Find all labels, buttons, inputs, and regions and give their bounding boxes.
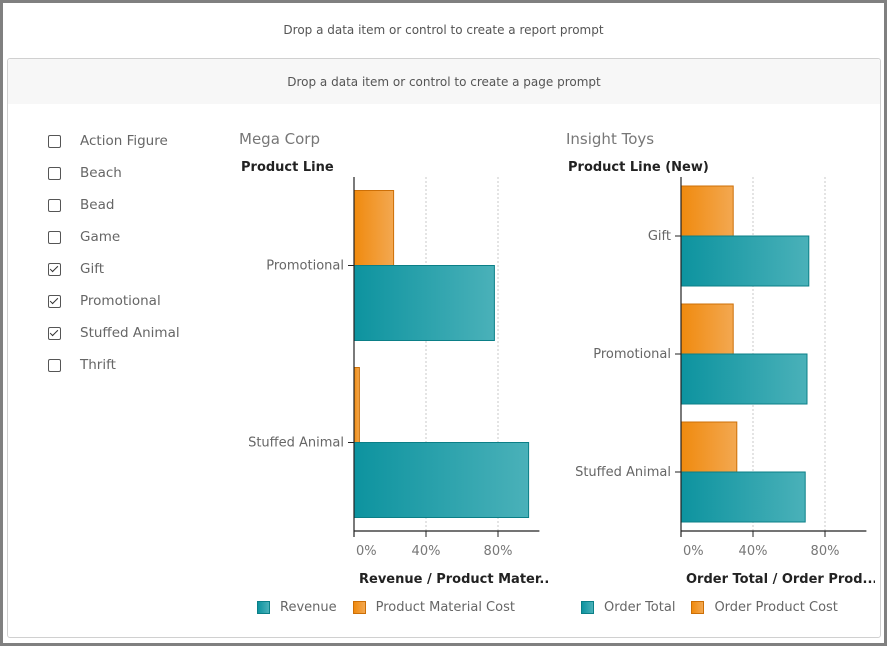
checkbox-label: Action Figure: [80, 133, 168, 149]
orange-swatch-icon: [352, 601, 366, 614]
checkbox-item-gift[interactable]: Gift: [48, 253, 180, 285]
page-card: Drop a data item or control to create a …: [7, 58, 881, 638]
x-tick-label: 80%: [811, 544, 840, 559]
checkbox-label: Stuffed Animal: [80, 325, 180, 341]
checkbox-item-bead[interactable]: Bead: [48, 189, 180, 221]
bar-order-product-cost[interactable]: [680, 421, 738, 473]
legend-mega-corp: Revenue Product Material Cost: [257, 600, 531, 615]
report-canvas: Drop a data item or control to create a …: [3, 3, 884, 643]
bar-product-material-cost[interactable]: [353, 367, 360, 443]
checkbox-label: Thrift: [80, 357, 116, 373]
checkbox-item-promotional[interactable]: Promotional: [48, 285, 180, 317]
page-prompt-dropzone[interactable]: Drop a data item or control to create a …: [8, 59, 880, 104]
checkbox-label: Beach: [80, 165, 122, 181]
checkbox-label: Gift: [80, 261, 105, 277]
report-prompt-text: Drop a data item or control to create a …: [283, 23, 604, 37]
legend-label: Order Total: [604, 600, 676, 615]
checkbox-unchecked[interactable]: [48, 198, 61, 212]
legend-item-order-product-cost[interactable]: Order Product Cost: [691, 600, 838, 615]
checkbox-checked[interactable]: [48, 326, 61, 340]
checkbox-label: Bead: [80, 197, 115, 213]
category-axis-title: Product Line (New): [568, 160, 709, 175]
bar-order-total[interactable]: [680, 471, 806, 523]
legend-label: Revenue: [280, 600, 337, 615]
bar-chart-insight-toys[interactable]: Gift Promotional Stuffed Animal 0% 40% 80% Ord…: [555, 177, 875, 587]
bar-chart-mega-corp[interactable]: Promotional Stuffed Animal 0% 40% 80% Revenue…: [228, 177, 548, 587]
checkbox-unchecked[interactable]: [48, 166, 61, 180]
product-line-checkbox-list: Action Figure Beach Bead Game Gift Promotiona…: [48, 125, 180, 381]
teal-swatch-icon: [581, 601, 594, 614]
category-label: Stuffed Animal: [575, 465, 671, 480]
legend-item-product-material-cost[interactable]: Product Material Cost: [352, 600, 515, 615]
page-prompt-text: Drop a data item or control to create a …: [287, 74, 601, 89]
bar-order-product-cost[interactable]: [680, 185, 734, 237]
bar-order-product-cost[interactable]: [680, 303, 734, 355]
checkbox-unchecked[interactable]: [48, 230, 61, 244]
x-axis-title: Order Total / Order Prod...: [686, 572, 875, 587]
legend-item-revenue[interactable]: Revenue: [257, 600, 337, 615]
category-label: Promotional: [593, 347, 671, 362]
x-axis-title: Revenue / Product Mater...: [359, 572, 548, 587]
checkbox-unchecked[interactable]: [48, 134, 61, 148]
x-tick-label: 40%: [412, 544, 441, 559]
report-prompt-dropzone[interactable]: Drop a data item or control to create a …: [3, 3, 884, 57]
bar-order-total[interactable]: [680, 235, 810, 287]
checkbox-item-thrift[interactable]: Thrift: [48, 349, 180, 381]
orange-swatch-icon: [691, 601, 705, 614]
x-tick-label: 0%: [683, 544, 704, 559]
x-tick-label: 80%: [484, 544, 513, 559]
checkbox-item-stuffed-animal[interactable]: Stuffed Animal: [48, 317, 180, 349]
bar-product-material-cost[interactable]: [353, 190, 395, 266]
legend-label: Order Product Cost: [714, 600, 838, 615]
chart-title-mega-corp: Mega Corp: [239, 130, 320, 148]
checkbox-item-beach[interactable]: Beach: [48, 157, 180, 189]
category-axis-title: Product Line: [241, 160, 334, 175]
category-label: Gift: [648, 229, 671, 244]
checkbox-unchecked[interactable]: [48, 358, 61, 372]
bar-order-total[interactable]: [680, 353, 808, 405]
bar-revenue[interactable]: [353, 442, 530, 518]
x-tick-label: 0%: [356, 544, 377, 559]
teal-swatch-icon: [257, 601, 270, 614]
checkbox-checked[interactable]: [48, 294, 61, 308]
checkbox-item-game[interactable]: Game: [48, 221, 180, 253]
checkbox-checked[interactable]: [48, 262, 61, 276]
legend-label: Product Material Cost: [375, 600, 515, 615]
checkbox-label: Promotional: [80, 293, 161, 309]
x-tick-label: 40%: [739, 544, 768, 559]
checkbox-label: Game: [80, 229, 121, 245]
bar-revenue[interactable]: [353, 265, 495, 341]
legend-insight-toys: Order Total Order Product Cost: [581, 600, 854, 615]
legend-item-order-total[interactable]: Order Total: [581, 600, 675, 615]
category-label: Promotional: [266, 259, 344, 274]
category-label: Stuffed Animal: [248, 436, 344, 451]
chart-title-insight-toys: Insight Toys: [566, 130, 655, 148]
checkbox-item-action-figure[interactable]: Action Figure: [48, 125, 180, 157]
